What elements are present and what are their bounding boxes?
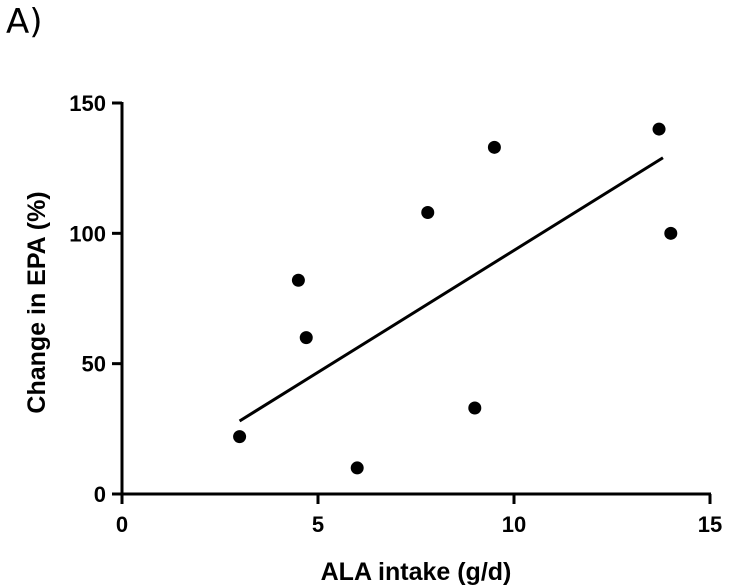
- data-point: [421, 205, 435, 219]
- data-point: [350, 461, 364, 475]
- data-point: [487, 140, 501, 154]
- data-point: [664, 226, 678, 240]
- x-tick-label: 0: [116, 512, 128, 537]
- trend-line: [238, 156, 664, 423]
- x-tick-label: 15: [698, 512, 722, 537]
- ticks: 0 50 100 150 0 5 10 15: [69, 91, 722, 537]
- data-point: [291, 273, 305, 287]
- y-tick-label: 0: [94, 482, 106, 507]
- data-point: [233, 430, 247, 444]
- panel-label: A): [6, 2, 43, 42]
- axes: [120, 102, 711, 496]
- data-point: [652, 122, 666, 136]
- x-tick-label: 10: [502, 512, 526, 537]
- y-tick-label: 150: [69, 91, 106, 116]
- y-tick-label: 100: [69, 221, 106, 246]
- y-axis-label: Change in EPA (%): [23, 191, 51, 413]
- data-points: [233, 122, 678, 475]
- x-axis-label: ALA intake (g/d): [321, 558, 512, 586]
- y-tick-label: 50: [82, 352, 106, 377]
- data-point: [468, 401, 482, 415]
- x-tick-label: 5: [312, 512, 324, 537]
- data-point: [299, 331, 313, 345]
